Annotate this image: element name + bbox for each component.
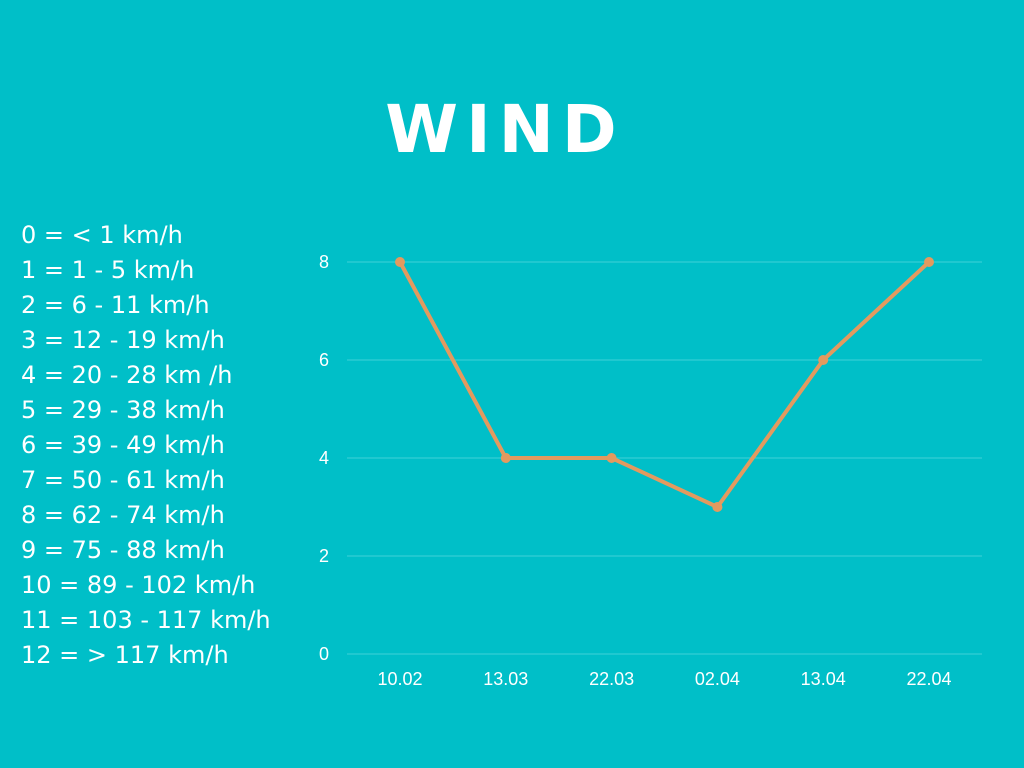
wind-scale-item: 1 = 1 - 5 km/h [21, 256, 195, 284]
wind-scale-item: 4 = 20 - 28 km /h [21, 361, 233, 389]
data-point [818, 355, 829, 365]
data-point [712, 502, 723, 512]
x-tick-label: 22.03 [589, 669, 634, 689]
x-tick-label: 13.03 [483, 669, 528, 689]
wind-scale-item: 3 = 12 - 19 km/h [21, 326, 225, 354]
wind-scale-item: 2 = 6 - 11 km/h [21, 291, 210, 319]
data-point [924, 257, 934, 267]
series-line [398, 260, 931, 509]
data-point [500, 453, 511, 463]
wind-scale-item: 12 = > 117 km/h [21, 641, 229, 669]
wind-scale-item: 11 = 103 - 117 km/h [21, 606, 271, 634]
wind-scale-item: 8 = 62 - 74 km/h [21, 501, 225, 529]
wind-scale-item: 5 = 29 - 38 km/h [21, 396, 225, 424]
wind-scale-item: 9 = 75 - 88 km/h [21, 536, 225, 564]
data-point [606, 453, 617, 463]
y-tick-label: 6 [319, 350, 329, 370]
wind-scale-item: 6 = 39 - 49 km/h [21, 431, 225, 459]
x-tick-label: 22.04 [906, 669, 951, 689]
x-tick-label: 13.04 [801, 669, 846, 689]
y-tick-label: 2 [319, 546, 329, 566]
y-tick-label: 8 [319, 252, 329, 272]
y-tick-label: 0 [319, 644, 329, 664]
x-tick-label: 02.04 [695, 669, 740, 689]
wind-scale-item: 10 = 89 - 102 km/h [21, 571, 256, 599]
wind-scale-item: 0 = < 1 km/h [21, 221, 183, 249]
chart-title: WIND [385, 91, 625, 168]
wind-scale-legend: 0 = < 1 km/h 1 = 1 - 5 km/h 2 = 6 - 11 k… [21, 218, 271, 673]
x-tick-label: 10.02 [377, 669, 422, 689]
data-point [395, 257, 405, 267]
y-tick-label: 4 [319, 448, 329, 468]
wind-scale-item: 7 = 50 - 61 km/h [21, 466, 225, 494]
